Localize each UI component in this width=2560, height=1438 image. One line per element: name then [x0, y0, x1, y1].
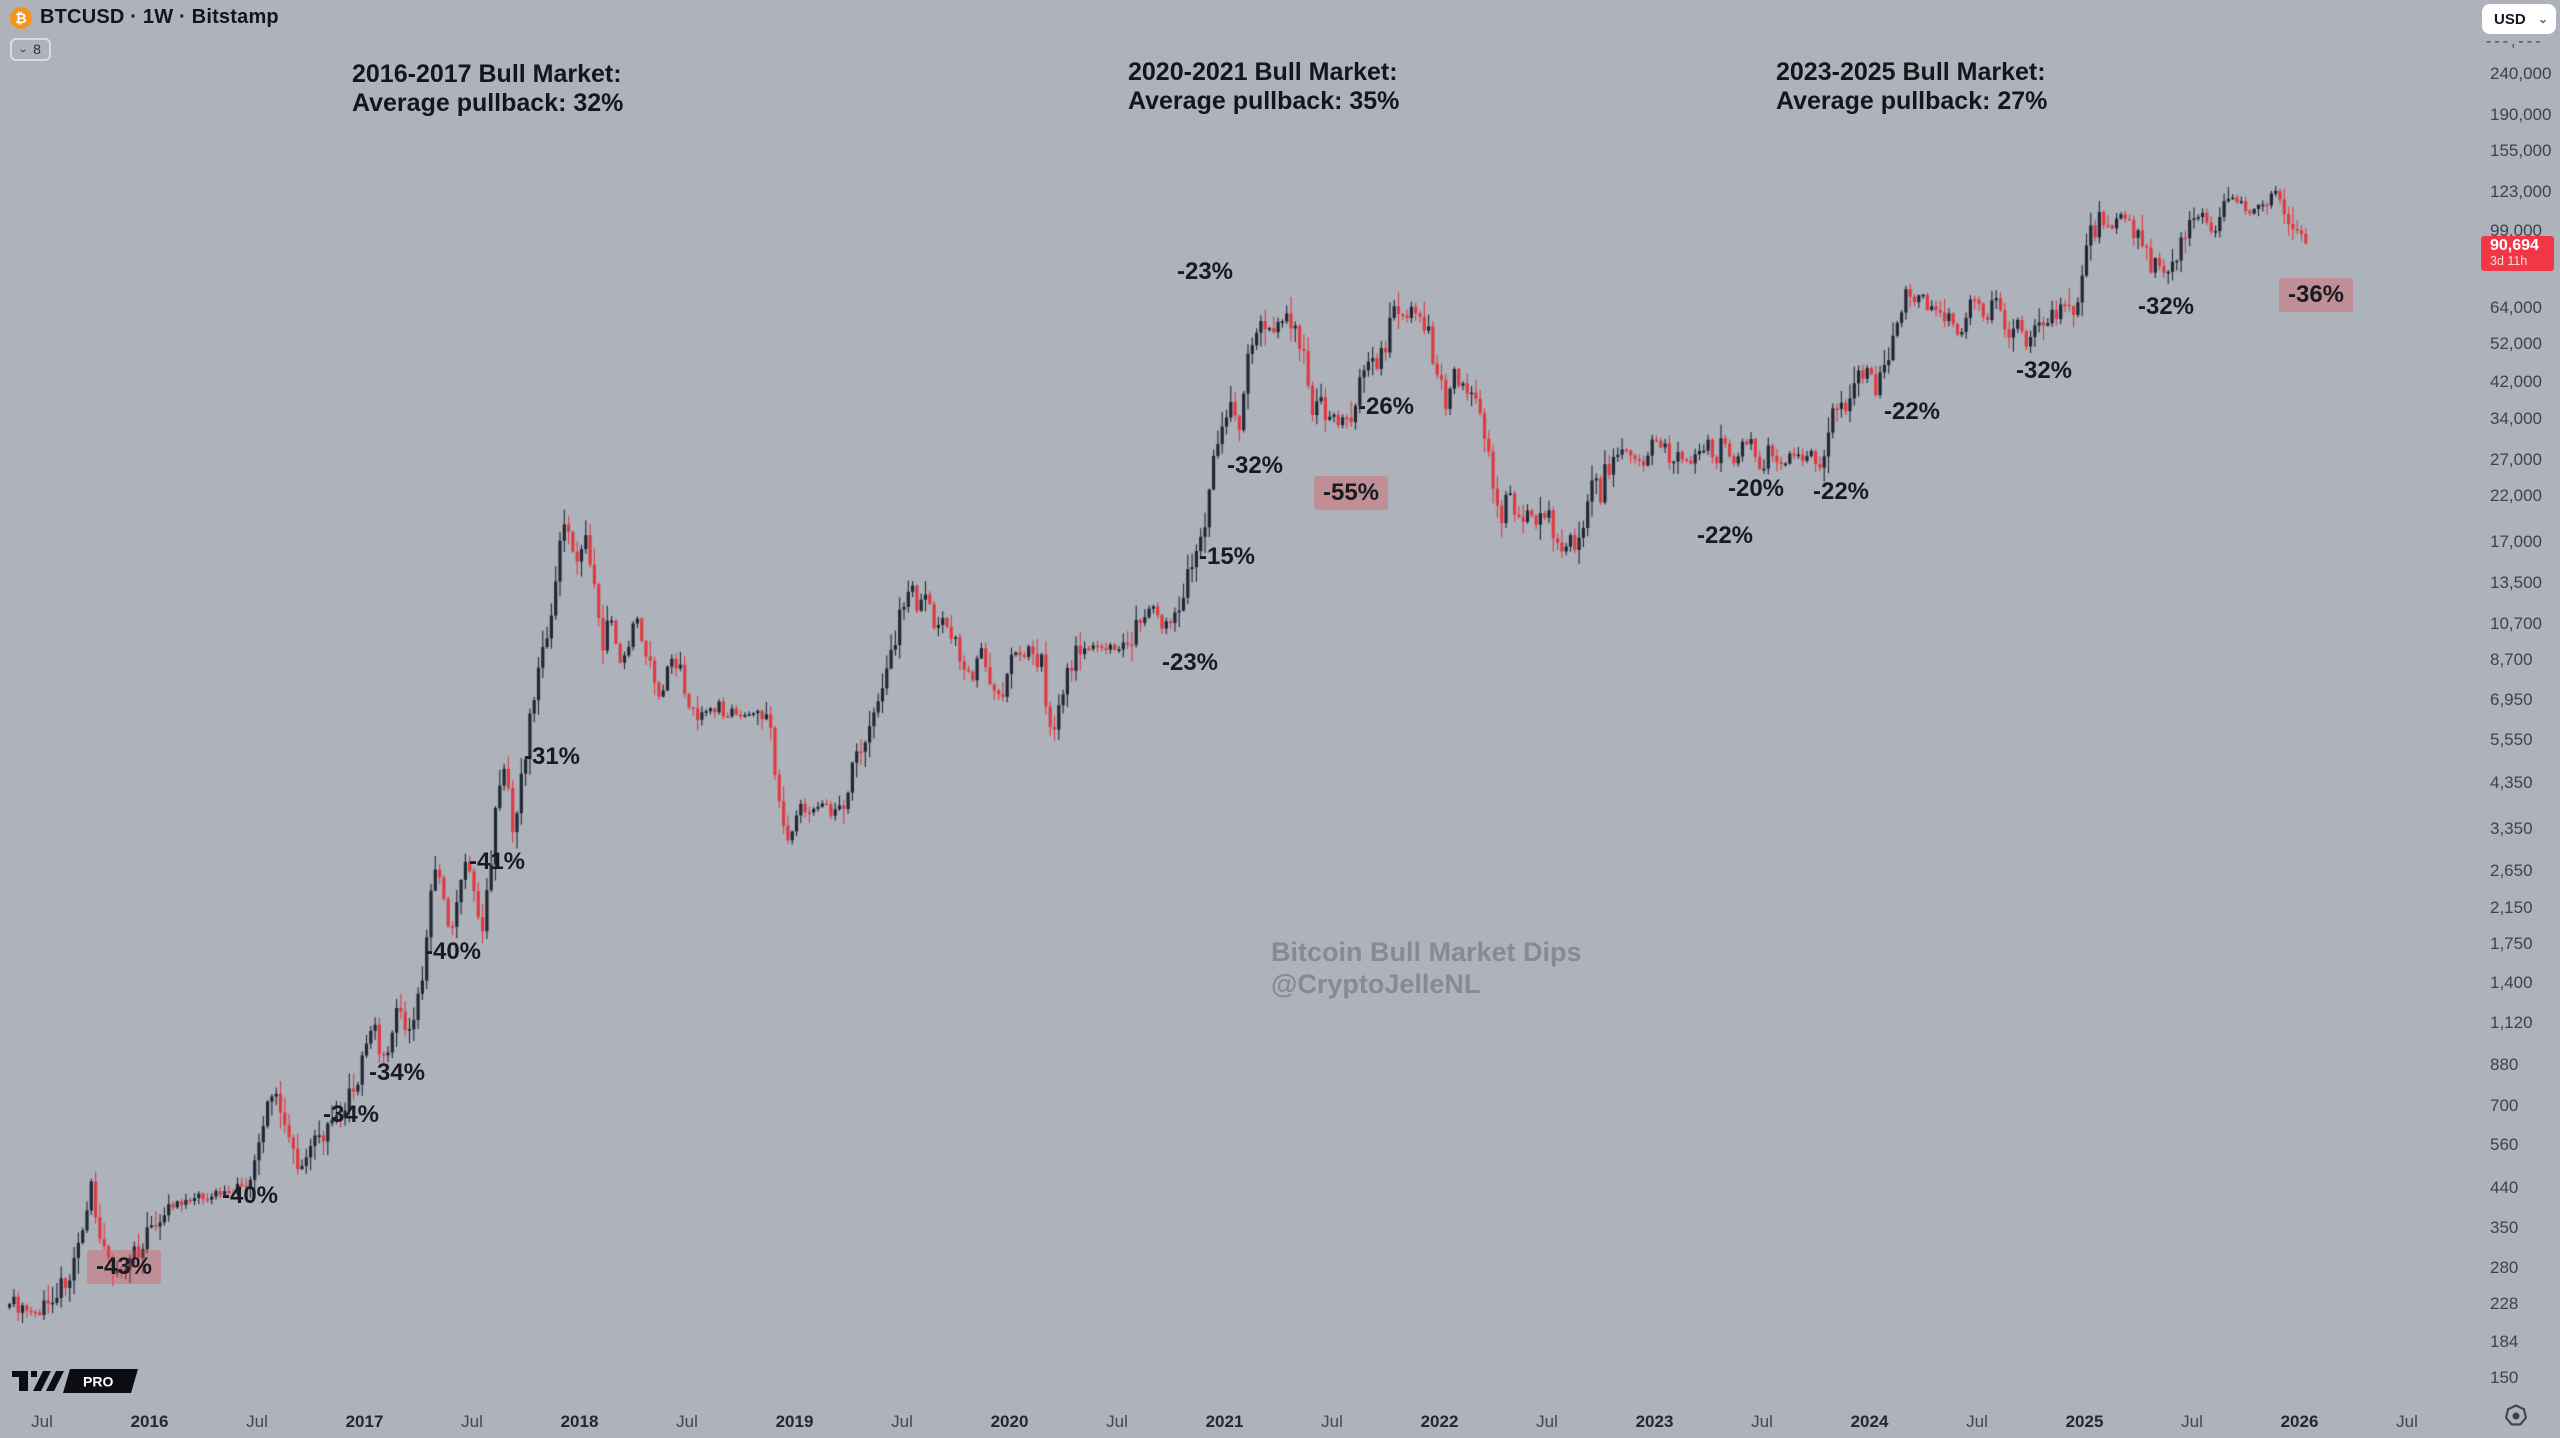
time-tick: 2024	[1850, 1412, 1889, 1431]
price-tick: 123,000	[2490, 182, 2552, 202]
time-tick: Jul	[246, 1412, 268, 1431]
symbol-title[interactable]: BTCUSD · 1W · Bitstamp	[40, 6, 279, 28]
pullback-label: -41%	[468, 848, 526, 875]
pullback-label: -40%	[424, 938, 482, 965]
pullback-label: -20%	[1727, 475, 1785, 502]
price-tick: 4,350	[2490, 772, 2533, 792]
time-tick: Jul	[2396, 1412, 2418, 1431]
pullback-label: -34%	[368, 1059, 426, 1086]
chevron-down-icon: ⌄	[18, 43, 29, 55]
pullback-label: -34%	[322, 1101, 380, 1128]
currency-label: USD	[2494, 10, 2526, 28]
pullback-label: -22%	[1696, 522, 1754, 549]
price-tick: 560	[2490, 1135, 2519, 1155]
time-tick: Jul	[1966, 1412, 1988, 1431]
price-tick: 10,700	[2490, 613, 2542, 633]
price-tick: 228	[2490, 1294, 2519, 1314]
price-tick: 240,000	[2490, 64, 2552, 83]
price-tick: 2,150	[2490, 897, 2533, 917]
pullback-label: -22%	[1812, 478, 1870, 505]
pullback-label: -26%	[1357, 393, 1415, 420]
price-axis[interactable]: 240,000 190,000 155,000 123,000 99,000 64,000…	[2470, 0, 2560, 1438]
pro-badge	[63, 1369, 138, 1393]
time-tick: 2021	[1205, 1412, 1244, 1431]
time-tick: 2022	[1420, 1412, 1459, 1431]
pullback-label: -36%	[2278, 278, 2354, 312]
time-tick: Jul	[1751, 1412, 1773, 1431]
price-tick: 184	[2490, 1332, 2519, 1352]
time-axis[interactable]: Jul 2016 Jul 2017 Jul 2018 Jul 2019 Jul 2020 Jul 20…	[0, 1404, 2560, 1438]
pullback-label: -23%	[1161, 649, 1219, 676]
time-tick: 2026	[2280, 1412, 2319, 1431]
price-tick: 1,750	[2490, 933, 2533, 953]
price-tick: 64,000	[2490, 297, 2542, 317]
collapsed-indicators-toggle[interactable]: ⌄ 8	[10, 38, 51, 61]
price-axis-placeholder: ---,---	[2486, 33, 2544, 50]
bull-market-annotation-2020-2021: 2020-2021 Bull Market: Average pullback:…	[1128, 58, 1400, 115]
pullback-label: -32%	[2137, 293, 2195, 320]
time-tick: 2025	[2065, 1412, 2104, 1431]
bull-market-annotation-2016-2017: 2016-2017 Bull Market: Average pullback:…	[352, 60, 624, 117]
current-price-label: 90,694 3d 11h	[2481, 236, 2554, 271]
pro-badge-label: PRO	[83, 1374, 113, 1390]
price-tick: 27,000	[2490, 450, 2542, 470]
price-tick: 880	[2490, 1055, 2519, 1075]
price-tick: 5,550	[2490, 729, 2533, 749]
price-tick: 2,650	[2490, 860, 2533, 880]
price-tick: 1,120	[2490, 1012, 2533, 1032]
pullback-label: -55%	[1313, 476, 1389, 510]
price-tick: 34,000	[2490, 409, 2542, 429]
time-tick: 2017	[345, 1412, 384, 1431]
pullback-label: -43%	[86, 1250, 162, 1284]
currency-selector[interactable]: USD ⌄	[2482, 4, 2556, 34]
time-tick: 2020	[990, 1412, 1029, 1431]
pullback-label: -15%	[1198, 543, 1256, 570]
time-tick: 2023	[1635, 1412, 1674, 1431]
pullback-label: -31%	[523, 743, 581, 770]
collapsed-indicators-count: 8	[33, 41, 41, 57]
chevron-down-icon: ⌄	[2537, 12, 2548, 26]
price-tick: 8,700	[2490, 650, 2533, 670]
time-tick: Jul	[31, 1412, 53, 1431]
time-tick: Jul	[2181, 1412, 2203, 1431]
price-tick: 155,000	[2490, 141, 2552, 161]
time-tick: 2019	[775, 1412, 814, 1431]
bull-market-annotation-2023-2025: 2023-2025 Bull Market: Average pullback:…	[1776, 58, 2048, 115]
bitcoin-icon: ₿	[10, 6, 32, 29]
price-tick: 280	[2490, 1257, 2519, 1277]
time-tick: Jul	[676, 1412, 698, 1431]
price-tick: 350	[2490, 1218, 2519, 1238]
price-tick: 700	[2490, 1095, 2519, 1115]
price-tick: 22,000	[2490, 486, 2542, 506]
pullback-label: -32%	[1226, 452, 1284, 479]
time-tick: Jul	[1536, 1412, 1558, 1431]
settings-gear-icon[interactable]	[2502, 1402, 2530, 1430]
pullback-label: -32%	[2015, 357, 2073, 384]
pullback-label: -22%	[1883, 398, 1941, 425]
pullback-label: -23%	[1176, 258, 1234, 285]
price-tick: 440	[2490, 1177, 2519, 1197]
price-tick: 3,350	[2490, 819, 2533, 839]
chart-legend[interactable]: ₿ BTCUSD · 1W · Bitstamp	[10, 6, 279, 29]
price-tick: 190,000	[2490, 105, 2552, 125]
tradingview-logo[interactable]: PRO	[10, 1366, 142, 1396]
price-tick: 6,950	[2490, 690, 2533, 710]
price-tick: 42,000	[2490, 372, 2542, 392]
price-tick: 150	[2490, 1368, 2519, 1388]
time-tick: Jul	[461, 1412, 483, 1431]
price-tick: 1,400	[2490, 973, 2533, 993]
price-tick: 99,000	[2490, 220, 2542, 240]
watermark: Bitcoin Bull Market Dips @CryptoJelleNL	[1271, 937, 1582, 1000]
price-tick: 13,500	[2490, 572, 2542, 592]
time-tick: Jul	[891, 1412, 913, 1431]
time-tick: Jul	[1321, 1412, 1343, 1431]
price-tick: 52,000	[2490, 334, 2542, 354]
time-tick: 2018	[560, 1412, 599, 1431]
pullback-label: -40%	[221, 1182, 279, 1209]
price-tick: 17,000	[2490, 531, 2542, 551]
time-tick: 2016	[130, 1412, 169, 1431]
bar-countdown: 3d 11h	[2490, 253, 2528, 268]
time-tick: Jul	[1106, 1412, 1128, 1431]
